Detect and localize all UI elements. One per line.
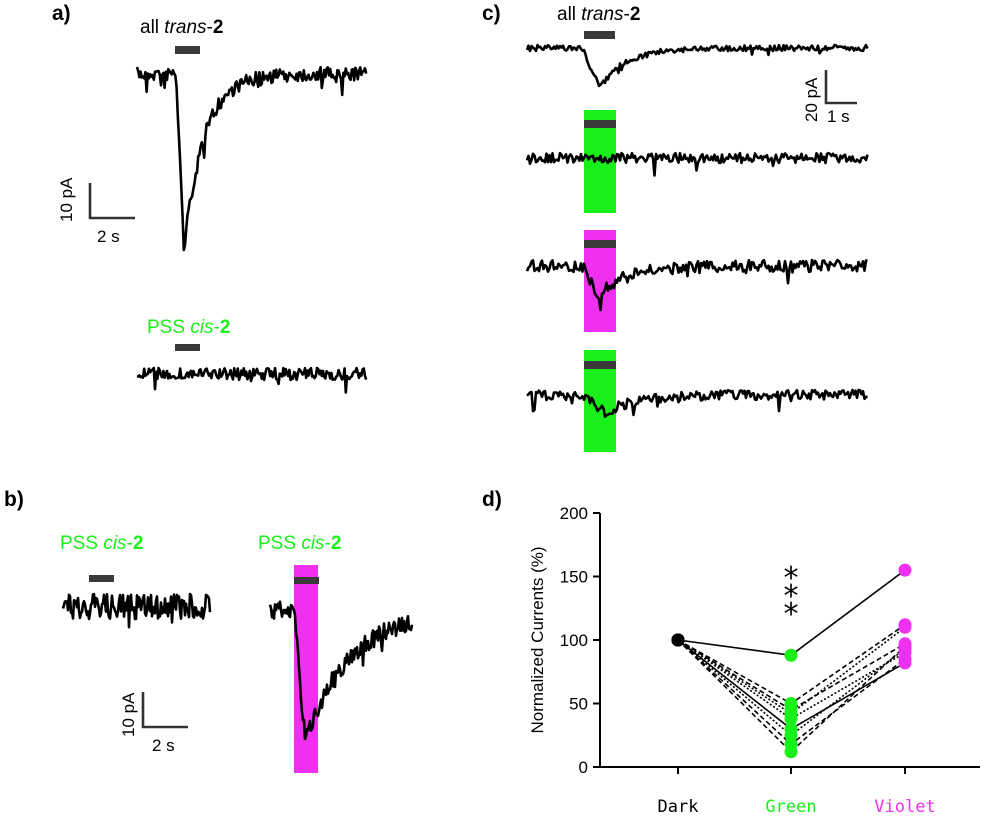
application-bar-a2 bbox=[175, 344, 200, 351]
current-trace-b2 bbox=[268, 600, 414, 741]
violet-illumination-b bbox=[294, 565, 318, 773]
y-tick-label: 0 bbox=[579, 758, 588, 777]
current-trace-c4 bbox=[526, 388, 868, 418]
application-bar-b2 bbox=[294, 577, 319, 584]
cis-label-b2: PSS cis-2 bbox=[258, 533, 341, 554]
x-category-label: Dark bbox=[658, 797, 699, 817]
trans-label-a: all trans-2 bbox=[140, 17, 223, 38]
application-bar-c3 bbox=[584, 240, 616, 248]
trans-label-c: all trans-2 bbox=[557, 4, 640, 25]
scale-y-label-a: 10 pA bbox=[57, 177, 76, 222]
data-point bbox=[784, 707, 798, 721]
series-line bbox=[677, 639, 906, 737]
data-point bbox=[898, 639, 912, 653]
panel-label-b: b) bbox=[4, 488, 24, 511]
scale-y-label-b: 10 pA bbox=[119, 692, 138, 737]
panel-label-c: c) bbox=[482, 2, 501, 25]
panel-label-d: d) bbox=[482, 488, 502, 511]
application-bar-c4 bbox=[584, 361, 616, 369]
cis-label-b1: PSS cis-2 bbox=[60, 533, 143, 554]
panel-c: all trans-2 20 pA 1 s bbox=[525, 4, 869, 452]
scale-x-label-a: 2 s bbox=[97, 227, 120, 246]
panel-label-a: a) bbox=[52, 2, 71, 25]
y-tick-label: 50 bbox=[569, 695, 588, 714]
data-point bbox=[784, 728, 798, 742]
y-axis-label: Normalized Currents (%) bbox=[528, 546, 547, 733]
application-bar-b1 bbox=[89, 575, 114, 582]
data-point bbox=[898, 620, 912, 634]
scale-x-label-c: 1 s bbox=[827, 107, 850, 126]
series-points bbox=[671, 563, 912, 759]
data-point bbox=[671, 633, 685, 647]
current-trace-b1 bbox=[61, 592, 212, 629]
panel-b: PSS cis-2 PSS cis-2 10 pA 2 s bbox=[60, 533, 414, 773]
current-trace-c1 bbox=[525, 43, 869, 88]
cis-label-a: PSS cis-2 bbox=[147, 317, 230, 338]
significance-marker: * * * bbox=[784, 561, 799, 632]
x-category-label: Violet bbox=[874, 797, 935, 817]
application-bar-a1 bbox=[175, 46, 200, 54]
application-bar-c2 bbox=[584, 120, 616, 128]
data-point bbox=[784, 745, 798, 759]
scale-x-label-b: 2 s bbox=[152, 736, 175, 755]
scale-bar-a bbox=[88, 183, 135, 220]
y-ticks: 0 50 100 150 200 bbox=[560, 504, 600, 777]
x-category-label: Green bbox=[765, 797, 816, 817]
current-trace-c3 bbox=[525, 258, 868, 312]
scale-bar-b bbox=[141, 692, 188, 729]
data-point bbox=[898, 563, 912, 577]
panel-d-chart: 0 50 100 150 200 Normalized Currents (%) Dar… bbox=[528, 504, 980, 817]
current-trace-a2 bbox=[136, 366, 368, 394]
y-tick-label: 150 bbox=[560, 568, 588, 587]
current-trace-a1 bbox=[135, 65, 368, 252]
scale-y-label-c: 20 pA bbox=[802, 77, 821, 122]
x-categories: Dark Green Violet bbox=[658, 767, 936, 817]
series-line bbox=[677, 626, 906, 715]
panel-a: all trans-2 10 pA 2 s PSS cis-2 bbox=[57, 17, 368, 394]
data-point bbox=[784, 648, 798, 662]
scale-bar-c bbox=[824, 70, 857, 105]
application-bar-c1 bbox=[584, 31, 615, 39]
series-line bbox=[677, 639, 906, 753]
y-tick-label: 100 bbox=[560, 631, 588, 650]
current-trace-c2 bbox=[525, 151, 869, 177]
y-tick-label: 200 bbox=[560, 504, 588, 523]
